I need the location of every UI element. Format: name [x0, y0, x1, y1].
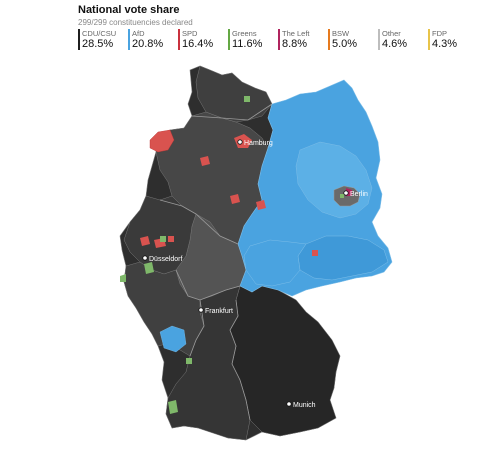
- chart-title: National vote share: [78, 4, 180, 16]
- city-label-munich: Munich: [293, 402, 316, 409]
- legend-item-other: Other 4.6%: [378, 29, 426, 50]
- legend-swatch: [428, 29, 430, 50]
- map-spot-greens-cologne: [144, 262, 154, 274]
- map-region-east-thuringia: [243, 239, 307, 287]
- legend-vote-share: 20.8%: [132, 38, 164, 50]
- city-marker-hamburg: Hamburg: [237, 139, 273, 147]
- legend-vote-share: 16.4%: [182, 38, 214, 50]
- city-label-hamburg: Hamburg: [244, 140, 273, 147]
- map-spot-afd-west: [159, 325, 187, 353]
- city-label-berlin: Berlin: [350, 191, 368, 198]
- legend-vote-share: 8.8%: [282, 38, 308, 50]
- legend-party-name: Other: [382, 29, 401, 38]
- map-spot-spd-bremen: [200, 156, 210, 166]
- legend: CDU/CSU 28.5% AfD 20.8% SPD 16.4% Greens 11.6% T…: [78, 29, 478, 50]
- legend-item-the-left: The Left 8.8%: [278, 29, 326, 50]
- map-spot-spd-braunschweig: [256, 200, 266, 210]
- map-spot-spd-hannover: [230, 194, 240, 204]
- legend-swatch: [228, 29, 230, 50]
- map-region-berlin-greens: [340, 194, 344, 198]
- city-marker-dusseldorf: Düsseldorf: [142, 255, 183, 263]
- chart-header: National vote share 299/299 constituenci…: [78, 4, 498, 28]
- legend-party-name: BSW: [332, 29, 350, 38]
- legend-party-name: AfD: [132, 29, 145, 38]
- legend-vote-share: 4.6%: [382, 38, 408, 50]
- map-region-schleswig-holstein: [195, 65, 273, 123]
- map-spot-spd-saxony: [312, 250, 318, 256]
- city-marker-berlin: Berlin: [343, 190, 368, 198]
- legend-swatch: [378, 29, 380, 50]
- legend-vote-share: 28.5%: [82, 38, 114, 50]
- legend-party-name: FDP: [432, 29, 447, 38]
- map-spot-spd-east-frisia: [149, 129, 175, 153]
- city-marker-munich: Munich: [286, 401, 316, 409]
- legend-swatch: [78, 29, 80, 50]
- city-label-dusseldorf: Düsseldorf: [149, 256, 183, 263]
- legend-item-bsw: BSW 5.0%: [328, 29, 376, 50]
- map-spot-greens-munster: [160, 236, 166, 242]
- legend-swatch: [328, 29, 330, 50]
- legend-party-name: Greens: [232, 29, 257, 38]
- legend-vote-share: 4.3%: [432, 38, 458, 50]
- map-spot-spd-ruhr-a: [140, 236, 150, 246]
- legend-party-name: The Left: [282, 29, 310, 38]
- legend-item-spd: SPD 16.4%: [178, 29, 226, 50]
- legend-item-cdu-csu: CDU/CSU 28.5%: [78, 29, 126, 50]
- legend-swatch: [178, 29, 180, 50]
- legend-swatch: [278, 29, 280, 50]
- legend-party-name: SPD: [182, 29, 198, 38]
- map-spot-greens-karlsruhe: [186, 358, 192, 364]
- map-spot-greens-freiburg: [168, 400, 178, 414]
- map-region-ruhr: [123, 195, 197, 275]
- chart-subtitle: 299/299 constituencies declared: [78, 18, 193, 27]
- legend-swatch: [128, 29, 130, 50]
- map-spot-greens-aachen: [120, 274, 126, 282]
- legend-item-greens: Greens 11.6%: [228, 29, 276, 50]
- map-spot-greens-kiel: [244, 96, 250, 102]
- legend-item-fdp: FDP 4.3%: [428, 29, 476, 50]
- city-marker-frankfurt: Frankfurt: [198, 307, 233, 315]
- legend-party-name: CDU/CSU: [82, 29, 117, 38]
- map-spot-spd-hamburg: [234, 134, 252, 148]
- map-state-borders: [159, 103, 273, 421]
- map-spot-spd-ruhr-c: [168, 236, 174, 242]
- legend-item-afd: AfD 20.8%: [128, 29, 176, 50]
- legend-vote-share: 11.6%: [232, 38, 263, 50]
- legend-vote-share: 5.0%: [332, 38, 358, 50]
- city-label-frankfurt: Frankfurt: [205, 308, 233, 315]
